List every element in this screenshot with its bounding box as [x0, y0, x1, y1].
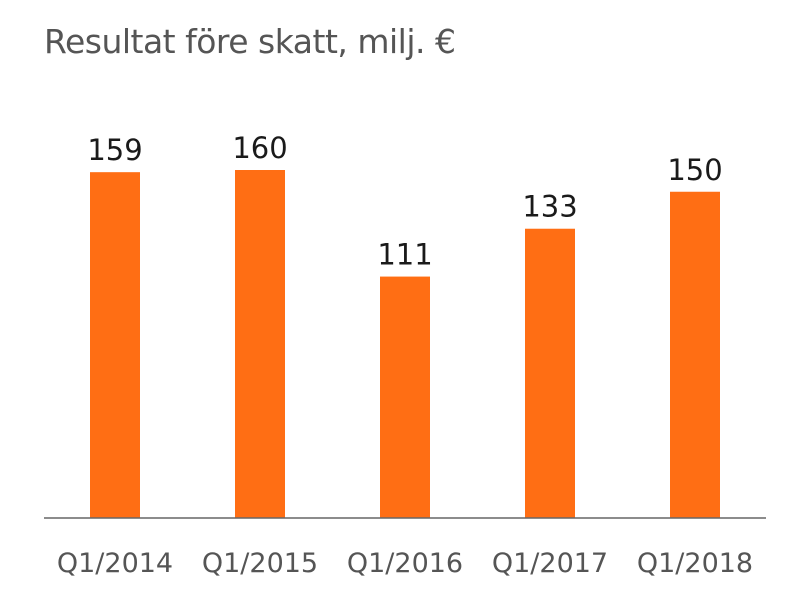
data-label: 160: [232, 131, 287, 165]
bar-q1-2018: [670, 191, 720, 518]
bar-q1-2014: [90, 172, 140, 519]
data-label: 159: [87, 133, 142, 167]
bar-q1-2017: [525, 228, 575, 518]
bar-q1-2016: [380, 276, 430, 518]
x-tick-label: Q1/2014: [57, 548, 173, 579]
bar-q1-2015: [235, 170, 285, 518]
data-label: 133: [522, 190, 577, 224]
x-tick-label: Q1/2016: [347, 548, 463, 579]
x-tick-label: Q1/2018: [637, 548, 753, 579]
data-label: 111: [377, 238, 432, 272]
x-tick-label: Q1/2017: [492, 548, 608, 579]
chart-title: Resultat före skatt, milj. €: [44, 22, 456, 61]
x-tick-label: Q1/2015: [202, 548, 318, 579]
data-label: 150: [667, 153, 722, 187]
